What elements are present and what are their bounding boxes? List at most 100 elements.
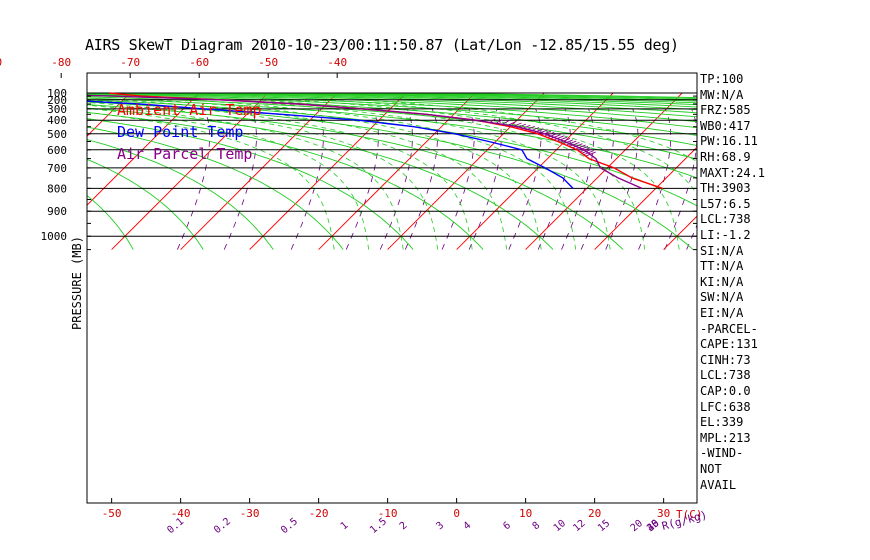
mixing-ratio-label: 15 bbox=[596, 518, 612, 534]
moist-adiabat bbox=[254, 99, 646, 250]
dry-adiabat bbox=[132, 92, 697, 114]
dry-adiabat bbox=[87, 99, 697, 207]
mixing-ratio-label: 2 bbox=[398, 520, 410, 532]
info-line: CINH:73 bbox=[700, 352, 751, 367]
bottom-temperature-label: 30 bbox=[657, 507, 670, 520]
cape-hatch-mark bbox=[566, 140, 577, 146]
bottom-temperature-label: -50 bbox=[102, 507, 122, 520]
moist-adiabat bbox=[87, 108, 370, 250]
info-line: TH:3903 bbox=[700, 181, 751, 196]
dry-adiabat bbox=[87, 139, 274, 250]
top-temperature-label: -90 bbox=[0, 56, 2, 69]
dry-adiabat bbox=[87, 94, 697, 136]
moist-adiabat bbox=[288, 99, 680, 250]
isotherm bbox=[111, 92, 269, 250]
cape-hatch-mark bbox=[575, 144, 586, 150]
moist-adiabat bbox=[323, 99, 697, 196]
info-line: NOT bbox=[700, 462, 722, 476]
info-line: RH:68.9 bbox=[700, 150, 751, 164]
info-line: TT:N/A bbox=[700, 259, 744, 274]
dry-adiabat bbox=[87, 104, 624, 250]
isotherm bbox=[387, 92, 545, 250]
chart-title: AIRS SkewT Diagram 2010-10-23/00:11:50.8… bbox=[85, 36, 679, 54]
info-line: -PARCEL- bbox=[700, 321, 758, 336]
dry-adiabat bbox=[168, 92, 697, 111]
info-line: LCL:738 bbox=[700, 368, 751, 383]
info-line: EI:N/A bbox=[700, 306, 744, 320]
isotherm bbox=[87, 92, 131, 137]
moist-adiabat bbox=[87, 102, 439, 250]
info-line: FRZ:585 bbox=[700, 103, 751, 118]
info-line: EL:339 bbox=[700, 415, 744, 430]
dry-adiabat bbox=[87, 92, 697, 123]
info-line: LFC:638 bbox=[700, 399, 751, 414]
isotherm bbox=[318, 92, 476, 250]
pressure-tick-label: 200 bbox=[47, 94, 67, 107]
bottom-temperature-labels: -50 -40 -30 -20 -10 0 10 20 30 bbox=[102, 507, 671, 520]
dry-adiabat bbox=[87, 126, 344, 250]
cape-hatch-mark bbox=[572, 143, 583, 149]
legend-parcel: Air Parcel Temp bbox=[117, 145, 253, 163]
bottom-temperature-label: -40 bbox=[171, 507, 191, 520]
mixing-ratio-line bbox=[664, 108, 697, 250]
cape-hatch-mark bbox=[577, 146, 589, 151]
dry-adiabat bbox=[239, 92, 697, 106]
moist-adiabat bbox=[185, 99, 577, 250]
bottom-temperature-label: 10 bbox=[519, 507, 532, 520]
mixing-ratio-line bbox=[345, 108, 379, 250]
cape-hatch-mark bbox=[559, 138, 571, 143]
isotherm-lines bbox=[87, 92, 697, 250]
isotherm bbox=[249, 92, 407, 250]
cape-hatch-mark bbox=[544, 131, 555, 137]
moist-adiabat bbox=[219, 99, 611, 250]
mixing-ratio-label: 6 bbox=[501, 520, 513, 532]
dry-adiabat bbox=[87, 97, 697, 179]
cape-hatch-mark bbox=[569, 141, 580, 147]
top-temperature-label: -40 bbox=[327, 56, 347, 69]
bottom-temperature-label: -30 bbox=[240, 507, 260, 520]
pressure-tick-label: 400 bbox=[47, 114, 67, 127]
info-line: PW:16.11 bbox=[700, 134, 758, 149]
dry-adiabat bbox=[87, 96, 697, 160]
dry-adiabat bbox=[87, 112, 484, 250]
dry-adiabat bbox=[87, 158, 204, 250]
pressure-tick-label: 800 bbox=[47, 182, 67, 195]
mixing-ratio-label: 4 bbox=[462, 520, 474, 532]
mixing-ratio-label: 40 bbox=[645, 518, 661, 534]
info-line: MAXT:24.1 bbox=[700, 165, 766, 180]
info-line: LCL:738 bbox=[700, 212, 751, 227]
dry-adiabat bbox=[87, 107, 554, 250]
mixing-ratio-label: 3 bbox=[435, 520, 447, 532]
top-temperature-label: -50 bbox=[258, 56, 278, 69]
info-line: L57:6.5 bbox=[700, 196, 751, 211]
cape-hatch-mark bbox=[556, 136, 568, 142]
dry-adiabat bbox=[87, 118, 414, 250]
t-unit-label: T(C) bbox=[676, 508, 703, 521]
pressure-tick-label: 900 bbox=[47, 205, 67, 218]
isobar-lines bbox=[87, 92, 697, 237]
info-line: AVAIL bbox=[700, 477, 737, 492]
info-line: SW:N/A bbox=[700, 290, 744, 305]
cape-hatch-mark bbox=[540, 130, 552, 136]
cape-hatch-mark bbox=[553, 135, 564, 141]
moist-adiabat bbox=[150, 99, 542, 250]
mixing-ratio-line bbox=[638, 108, 672, 250]
mixing-ratio-label: 1 bbox=[339, 520, 351, 532]
bottom-temperature-label: -10 bbox=[378, 507, 398, 520]
pressure-tick-label: 1000 bbox=[41, 230, 68, 243]
mixing-ratio-line bbox=[537, 108, 571, 250]
dewpoint-line bbox=[87, 100, 574, 189]
cape-hatch-mark bbox=[547, 133, 558, 138]
info-line: CAPE:131 bbox=[700, 337, 758, 352]
mixing-ratio-label: 20 bbox=[629, 518, 645, 534]
mixing-ratio-line bbox=[379, 108, 413, 250]
top-temperature-label: -80 bbox=[51, 56, 71, 69]
dry-adiabat bbox=[382, 92, 697, 100]
isotherm bbox=[594, 146, 697, 250]
info-line: TP:100 bbox=[700, 72, 744, 86]
mixing-ratio-label: 0.5 bbox=[279, 516, 300, 536]
isotherm bbox=[663, 215, 697, 250]
mixing-ratio-label: 0.2 bbox=[212, 516, 233, 536]
dry-adiabat bbox=[203, 92, 697, 108]
